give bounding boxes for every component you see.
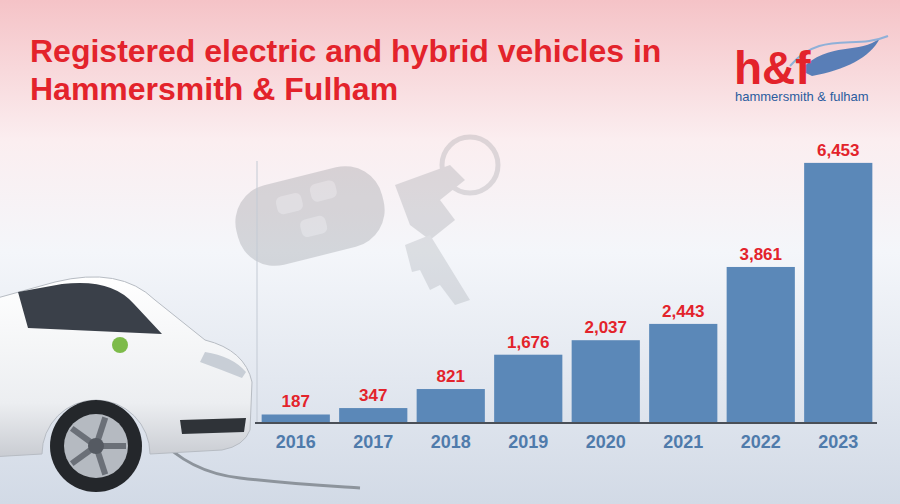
car-window [18,283,162,334]
data-label: 821 [437,367,465,386]
x-axis-line [255,422,877,424]
x-tick-label: 2022 [741,432,781,452]
car-illustration [0,277,360,492]
chart-title: Registered electric and hybrid vehicles … [30,33,661,107]
x-tick-label: 2021 [663,432,703,452]
x-tick-label: 2016 [276,432,316,452]
title-line: Registered electric and hybrid vehicles … [30,33,661,69]
charging-plug [112,337,128,353]
key-button [309,179,339,203]
x-tick-labels: 2016 2017 2018 2019 2020 2021 2022 2023 [276,432,859,452]
bars [262,163,873,422]
key-head [395,165,465,240]
background [0,0,900,504]
key-button [299,215,329,239]
bar [804,163,872,422]
key-button [275,192,305,216]
x-tick-label: 2019 [508,432,548,452]
bar [572,340,640,422]
car-rim [64,414,128,478]
data-label: 3,861 [739,245,782,264]
data-label: 1,676 [507,333,550,352]
data-label: 2,037 [584,318,627,337]
bar [417,389,485,422]
bar [494,355,562,422]
bar [727,267,795,422]
x-tick-label: 2020 [586,432,626,452]
data-label: 6,453 [817,141,860,160]
car-grille [180,418,246,434]
title-line: Hammersmith & Fulham [30,71,398,107]
data-label: 187 [282,392,310,411]
car-headlight [200,352,246,378]
y-axis-line [257,161,258,422]
bar [649,324,717,422]
data-label: 347 [359,386,387,405]
bar [262,414,330,422]
chart-stage: Registered electric and hybrid vehicles … [0,0,900,504]
car-tyre [50,400,142,492]
logo: h&fhammersmith & fulham [734,36,888,104]
keys-illustration [227,137,498,305]
x-tick-label: 2017 [353,432,393,452]
logo-name: hammersmith & fulham [735,89,869,104]
logo-ribbon [800,38,880,76]
logo-mark: h&f [734,42,811,94]
car-hub [88,438,104,454]
key-ring [442,137,498,193]
x-tick-label: 2018 [431,432,471,452]
key-blade [405,235,470,305]
x-tick-label: 2023 [818,432,858,452]
bar [339,408,407,422]
chart-svg: Registered electric and hybrid vehicles … [0,0,900,504]
data-label: 2,443 [662,302,705,321]
key-fob [227,158,392,274]
data-labels: 187 347 821 1,676 2,037 2,443 3,861 6,453 [282,141,860,412]
